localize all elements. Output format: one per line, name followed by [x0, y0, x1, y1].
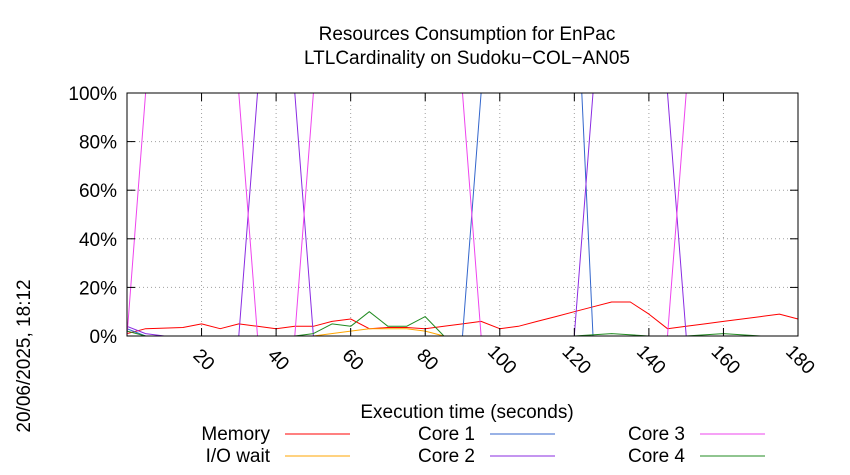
- x-tick-label: 100: [483, 341, 520, 378]
- legend-label-memory: Memory: [201, 424, 270, 445]
- legend-label-core-4: Core 4: [628, 446, 685, 467]
- grid-lines: [127, 93, 798, 336]
- legend-label-i-o-wait: I/O wait: [206, 446, 271, 467]
- series-line-core-3: [126, 92, 798, 337]
- legend-label-core-2: Core 2: [418, 446, 475, 467]
- x-tick-label: 40: [263, 345, 293, 375]
- x-axis-label: Execution time (seconds): [360, 402, 573, 423]
- y-tick-label: 0%: [90, 327, 118, 348]
- legend-label-core-1: Core 1: [418, 424, 475, 445]
- x-tick-label: 180: [781, 341, 818, 378]
- series-line-memory: [126, 301, 799, 335]
- x-tick-label: 20: [189, 345, 219, 375]
- plot-frame: [126, 92, 799, 337]
- x-tick-label: 120: [558, 341, 595, 378]
- x-tick-label: 80: [412, 345, 442, 375]
- x-tick-label: 140: [632, 341, 669, 378]
- y-tick-label: 60%: [79, 181, 117, 202]
- y-tick-label: 80%: [79, 133, 117, 154]
- timestamp-label: 20/06/2025, 18:12: [14, 279, 35, 432]
- y-tick-label: 20%: [79, 278, 117, 299]
- chart-title: Resources Consumption for EnPac: [319, 24, 616, 45]
- y-tick-label: 100%: [68, 84, 117, 105]
- series-lines: [126, 92, 799, 337]
- chart-subtitle: LTLCardinality on Sudoku−COL−AN05: [304, 48, 630, 69]
- series-line-core-2: [126, 92, 798, 337]
- y-tick-label: 40%: [79, 230, 117, 251]
- x-tick-label: 160: [707, 341, 744, 378]
- legend-label-core-3: Core 3: [628, 424, 685, 445]
- series-line-core-1: [126, 92, 798, 337]
- x-tick-label: 60: [338, 345, 368, 375]
